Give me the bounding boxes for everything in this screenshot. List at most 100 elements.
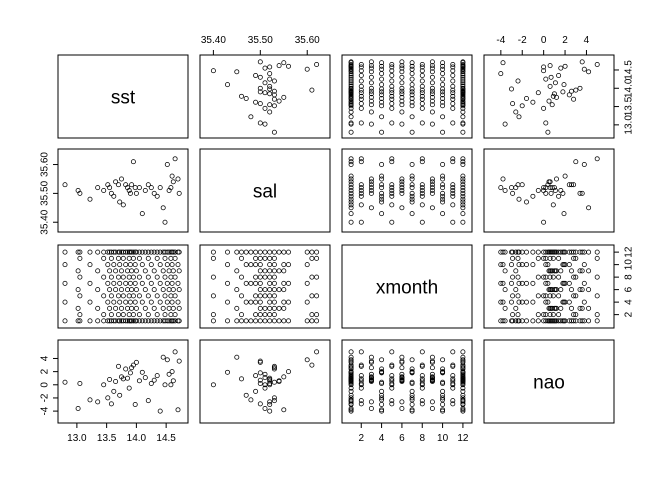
data-point bbox=[75, 318, 81, 324]
data-point bbox=[136, 274, 142, 280]
data-point bbox=[309, 249, 315, 255]
data-point bbox=[399, 185, 405, 191]
data-point bbox=[450, 385, 456, 391]
data-point bbox=[358, 83, 364, 89]
data-point bbox=[524, 199, 529, 205]
data-point bbox=[368, 65, 374, 71]
data-point bbox=[450, 378, 456, 384]
data-point bbox=[262, 268, 268, 274]
data-point bbox=[276, 305, 282, 311]
data-point bbox=[267, 318, 273, 324]
data-point bbox=[136, 249, 142, 255]
data-point bbox=[581, 249, 587, 255]
data-point bbox=[119, 268, 124, 274]
data-point bbox=[513, 185, 519, 191]
data-point bbox=[450, 120, 456, 126]
tick-label: 14.0 bbox=[624, 78, 635, 98]
data-point bbox=[286, 318, 291, 324]
tick-label: 35.60 bbox=[295, 35, 320, 46]
data-point bbox=[409, 176, 415, 182]
data-point bbox=[358, 182, 364, 188]
data-point bbox=[419, 68, 425, 74]
data-point bbox=[419, 219, 425, 225]
data-point bbox=[409, 402, 415, 407]
data-point bbox=[560, 190, 566, 196]
variable-label-sst: sst bbox=[111, 88, 136, 109]
data-point bbox=[379, 71, 385, 77]
data-point bbox=[594, 318, 600, 324]
data-point bbox=[368, 176, 374, 182]
data-point bbox=[513, 305, 519, 311]
data-point bbox=[409, 182, 415, 188]
data-point bbox=[379, 407, 385, 413]
data-point bbox=[379, 173, 385, 179]
data-point bbox=[379, 392, 385, 398]
panel-frame bbox=[57, 244, 189, 329]
data-point bbox=[460, 78, 466, 84]
data-point bbox=[547, 268, 553, 274]
data-point bbox=[234, 305, 240, 311]
data-point bbox=[142, 188, 148, 193]
data-point bbox=[267, 83, 273, 89]
data-point bbox=[253, 312, 259, 318]
data-point bbox=[267, 408, 273, 414]
data-point bbox=[239, 249, 244, 255]
tick-label: 4 bbox=[584, 35, 590, 46]
data-point bbox=[535, 274, 541, 280]
data-point bbox=[502, 305, 508, 311]
data-point bbox=[460, 179, 466, 185]
data-point bbox=[419, 193, 425, 199]
data-point bbox=[543, 185, 549, 191]
data-point bbox=[573, 312, 579, 318]
data-point bbox=[429, 94, 435, 100]
data-point bbox=[148, 381, 154, 386]
data-point bbox=[253, 293, 259, 299]
data-point bbox=[169, 262, 175, 268]
data-point bbox=[348, 377, 354, 383]
data-point bbox=[440, 82, 446, 88]
data-point bbox=[271, 280, 277, 286]
data-point bbox=[460, 375, 466, 381]
data-point bbox=[175, 299, 181, 305]
data-point bbox=[429, 63, 435, 69]
data-point bbox=[267, 402, 273, 407]
data-point bbox=[586, 318, 592, 324]
data-point bbox=[547, 287, 553, 293]
data-point bbox=[450, 219, 456, 225]
data-point bbox=[253, 388, 259, 394]
variable-label-nao: nao bbox=[533, 373, 565, 394]
data-point bbox=[581, 299, 587, 305]
data-point bbox=[75, 406, 81, 411]
data-point bbox=[409, 76, 415, 82]
data-point bbox=[133, 268, 139, 274]
data-point bbox=[368, 378, 374, 384]
data-point bbox=[101, 293, 107, 299]
data-point bbox=[510, 274, 516, 280]
top-axis-nao: -4 -2 0 2 4 bbox=[496, 35, 590, 55]
data-point bbox=[368, 406, 374, 411]
data-point bbox=[225, 318, 230, 324]
data-point bbox=[545, 280, 551, 286]
data-point bbox=[429, 176, 435, 182]
data-point bbox=[139, 318, 145, 324]
data-point bbox=[558, 65, 564, 71]
data-point bbox=[535, 255, 541, 261]
bottom-axis-sst: 13.0 13.5 14.0 14.5 bbox=[67, 423, 176, 444]
data-point bbox=[594, 62, 600, 67]
data-point bbox=[579, 190, 585, 196]
data-point bbox=[389, 101, 395, 107]
data-point bbox=[460, 369, 466, 375]
data-point bbox=[160, 354, 166, 360]
data-point bbox=[151, 268, 157, 274]
data-point bbox=[440, 392, 446, 398]
data-point bbox=[460, 109, 466, 115]
data-point bbox=[77, 190, 83, 196]
variable-label-xmonth: xmonth bbox=[376, 278, 438, 299]
data-point bbox=[399, 85, 405, 91]
data-point bbox=[399, 188, 405, 193]
data-point bbox=[166, 268, 172, 274]
data-point bbox=[460, 129, 466, 135]
data-point bbox=[132, 299, 138, 305]
data-point bbox=[358, 78, 364, 84]
data-point bbox=[126, 385, 132, 391]
